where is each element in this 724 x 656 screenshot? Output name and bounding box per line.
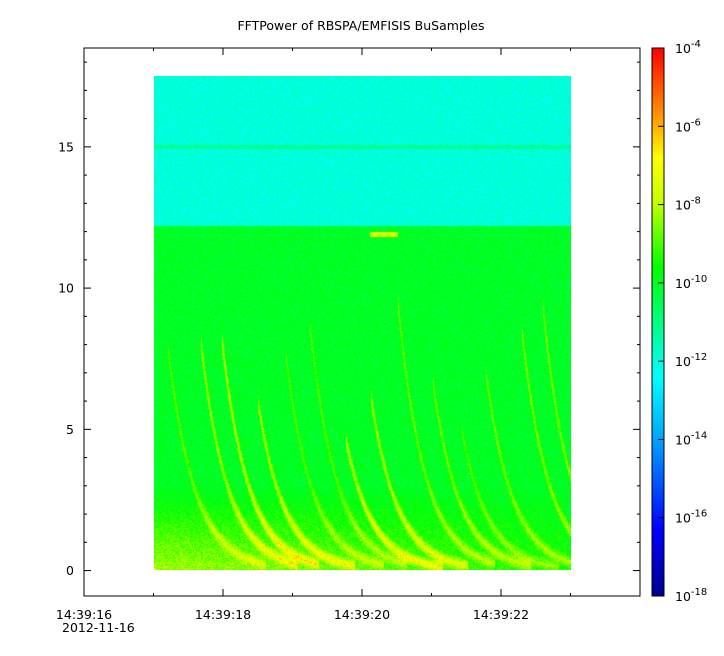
x-tick-label: 14:39:18 bbox=[195, 607, 251, 622]
colorbar bbox=[651, 47, 665, 597]
x-tick-label: 14:39:20 bbox=[334, 607, 390, 622]
spectrogram bbox=[153, 76, 571, 571]
colorbar-tick-label: 10-16 bbox=[675, 509, 707, 526]
colorbar-tick-label: 10-8 bbox=[675, 196, 701, 213]
x-axis: 14:39:16 14:39:18 14:39:20 14:39:22 bbox=[56, 48, 571, 622]
chart-title: FFTPower of RBSPA/EMFISIS BuSamples bbox=[237, 18, 484, 33]
colorbar-ticks: 10-4 10-6 10-8 10-10 10-12 10-14 10-16 10-18 bbox=[658, 39, 707, 604]
x-tick-label: 14:39:22 bbox=[473, 607, 529, 622]
colorbar-tick-label: 10-6 bbox=[675, 117, 701, 134]
y-axis: 0 5 10 15 bbox=[58, 61, 640, 578]
y-tick-label: 15 bbox=[58, 139, 74, 154]
colorbar-tick-label: 10-10 bbox=[675, 274, 707, 291]
colorbar-tick-label: 10-4 bbox=[675, 39, 701, 56]
y-tick-label: 5 bbox=[66, 422, 74, 437]
spectrogram-image bbox=[153, 76, 571, 571]
colorbar-tick-label: 10-14 bbox=[675, 430, 707, 447]
colorbar-tick-label: 10-18 bbox=[675, 587, 707, 604]
y-tick-label: 10 bbox=[58, 281, 74, 296]
y-tick-label: 0 bbox=[66, 563, 74, 578]
x-tick-label: 14:39:16 bbox=[56, 607, 112, 622]
spectrogram-canvas bbox=[153, 76, 571, 571]
x-axis-date-label: 2012-11-16 bbox=[62, 620, 135, 635]
colorbar-tick-label: 10-12 bbox=[675, 352, 707, 369]
